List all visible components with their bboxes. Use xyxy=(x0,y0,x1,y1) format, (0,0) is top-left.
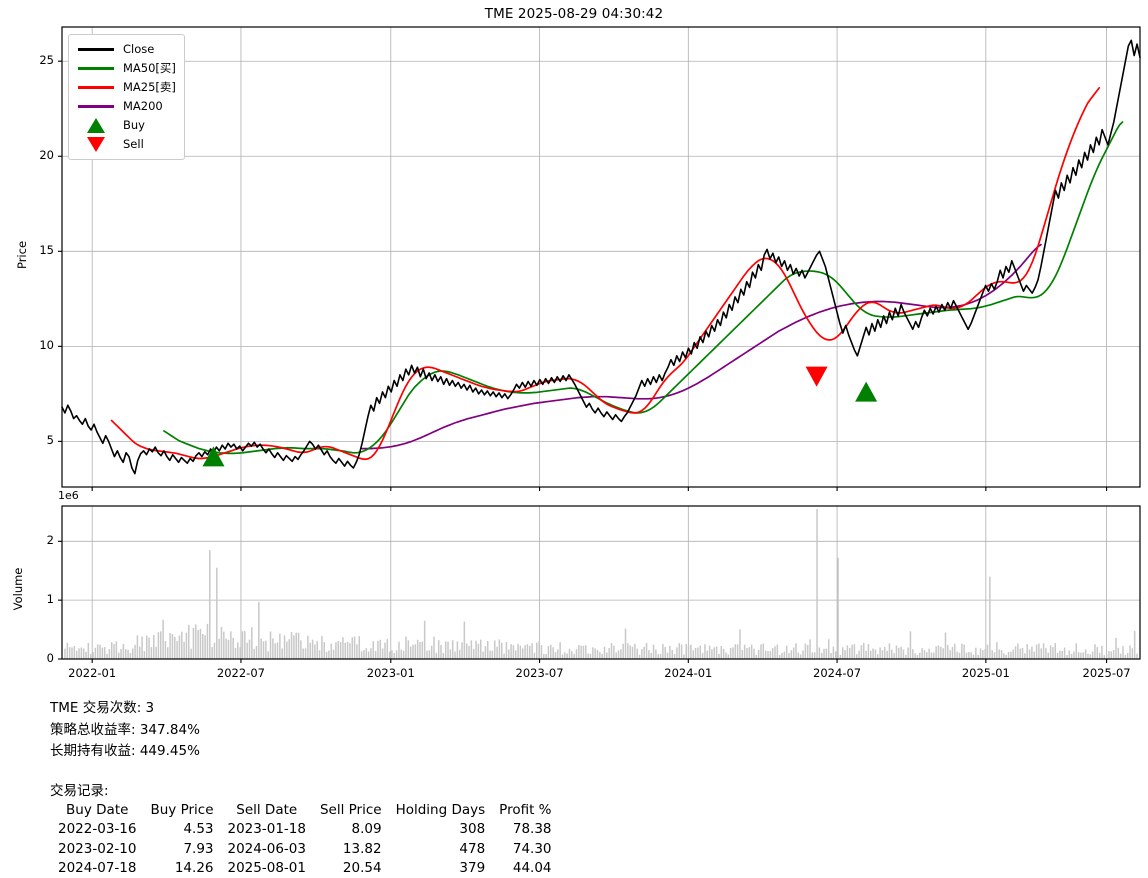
volume-tick-label: 1 xyxy=(46,592,54,607)
table-cell: 13.82 xyxy=(342,840,382,857)
legend-item-ma200: MA200 xyxy=(75,97,176,116)
trade-records-title: 交易记录: xyxy=(50,783,109,799)
line-swatch-icon xyxy=(78,48,114,51)
table-cell: 2024-07-18 xyxy=(58,859,137,876)
table-column-header: Sell Date xyxy=(236,802,298,819)
table-cell: 14.26 xyxy=(174,859,214,876)
x-tick-label: 2022-07 xyxy=(216,666,265,680)
trade-records-table: Buy Date Buy Price Sell Date Sell Price Hold… xyxy=(56,801,552,878)
table-cell: 2022-03-16 xyxy=(58,821,137,838)
table-cell: 478 xyxy=(459,840,486,857)
x-tick-label: 2023-07 xyxy=(515,666,564,680)
table-cell: 2025-08-01 xyxy=(227,859,306,876)
table-row: 2024-07-18 14.26 2025-08-01 20.54 379 44.04 xyxy=(56,859,552,878)
table-cell: 7.93 xyxy=(183,840,214,857)
table-cell: 4.53 xyxy=(183,821,214,838)
sell-marker xyxy=(805,366,828,387)
table-cell: 78.38 xyxy=(512,821,552,838)
price-tick-label: 10 xyxy=(39,338,54,353)
price-tick-label: 20 xyxy=(39,148,54,163)
legend-line-swatch xyxy=(75,97,117,116)
legend-item-label: Sell xyxy=(123,137,144,151)
table-column-header: Profit % xyxy=(499,802,552,819)
line-swatch-icon xyxy=(78,105,114,108)
table-cell: 2023-01-18 xyxy=(227,821,306,838)
table-cell: 74.30 xyxy=(512,840,552,857)
series-line-close xyxy=(61,39,1141,475)
price-tick-label: 15 xyxy=(39,243,54,258)
page-title: TME 2025-08-29 04:30:42 xyxy=(484,6,664,22)
series-line-ma25卖 xyxy=(110,86,1101,461)
table-column-header: Sell Price xyxy=(319,802,382,819)
table-cell: 20.54 xyxy=(342,859,382,876)
summary-trade-count: TME 交易次数: 3 xyxy=(50,700,155,716)
table-column-header: Buy Price xyxy=(150,802,214,819)
summary-strategy-return: 策略总收益率: 347.84% xyxy=(50,721,200,738)
table-cell: 2023-02-10 xyxy=(58,840,137,857)
x-tick-label: 2024-07 xyxy=(813,666,862,680)
buy-marker xyxy=(855,381,878,402)
x-tick-label: 2023-01 xyxy=(366,666,415,680)
series-line-ma50买 xyxy=(163,121,1124,455)
line-swatch-icon xyxy=(78,86,114,89)
chart-legend: Close MA50[买] MA25[卖] MA200 Buy Sell xyxy=(68,34,185,160)
table-header-row: Buy Date Buy Price Sell Date Sell Price Hold… xyxy=(56,801,552,820)
trade-records-block: 交易记录: Buy Date Buy Price Sell Date Sell Pri… xyxy=(50,782,552,878)
legend-item-label: MA25[卖] xyxy=(123,80,176,94)
table-column-header: Buy Date xyxy=(66,802,129,819)
legend-item-label: MA200 xyxy=(123,99,163,113)
triangle-up-icon xyxy=(87,118,105,133)
price-tick-label: 25 xyxy=(39,53,54,68)
panel-frame xyxy=(61,26,1141,488)
table-cell: 44.04 xyxy=(512,859,552,876)
table-row: 2023-02-10 7.93 2024-06-03 13.82 478 74.30 xyxy=(56,840,552,859)
legend-item-ma50买: MA50[买] xyxy=(75,59,176,78)
triangle-down-icon xyxy=(87,137,105,152)
buy-marker xyxy=(202,446,225,467)
legend-item-close: Close xyxy=(75,40,176,59)
table-cell: 8.09 xyxy=(351,821,382,838)
panel-frame xyxy=(61,505,1141,660)
line-swatch-icon xyxy=(78,67,114,70)
price-panel xyxy=(61,26,1141,488)
legend-item-buy: Buy xyxy=(75,116,176,135)
volume-tick-label: 2 xyxy=(46,533,54,548)
summary-buyhold-return: 长期持有收益: 449.45% xyxy=(50,743,200,759)
summary-block: TME 交易次数: 3 策略总收益率: 347.84% 长期持有收益: 449.… xyxy=(50,698,200,763)
legend-item-label: Buy xyxy=(123,118,145,132)
x-tick-label: 2025-01 xyxy=(961,666,1010,680)
legend-line-swatch xyxy=(75,59,117,78)
volume-axis-exponent: 1e6 xyxy=(58,489,79,502)
legend-item-label: MA50[买] xyxy=(123,61,176,75)
chart-canvas xyxy=(58,26,1141,663)
legend-line-swatch xyxy=(75,78,117,97)
table-row: 2022-03-16 4.53 2023-01-18 8.09 308 78.38 xyxy=(56,820,552,839)
x-tick-label: 2025-07 xyxy=(1082,666,1131,680)
legend-item-sell: Sell xyxy=(75,135,176,154)
legend-item-label: Close xyxy=(123,42,155,56)
x-tick-label: 2022-01 xyxy=(68,666,117,680)
x-tick-label: 2024-01 xyxy=(664,666,713,680)
price-tick-label: 5 xyxy=(46,433,54,448)
table-column-header: Holding Days xyxy=(395,802,486,819)
table-cell: 379 xyxy=(459,859,486,876)
table-cell: 2024-06-03 xyxy=(227,840,306,857)
volume-tick-label: 0 xyxy=(46,651,54,665)
legend-line-swatch xyxy=(75,40,117,59)
table-cell: 308 xyxy=(459,821,486,838)
legend-item-ma25卖: MA25[卖] xyxy=(75,78,176,97)
